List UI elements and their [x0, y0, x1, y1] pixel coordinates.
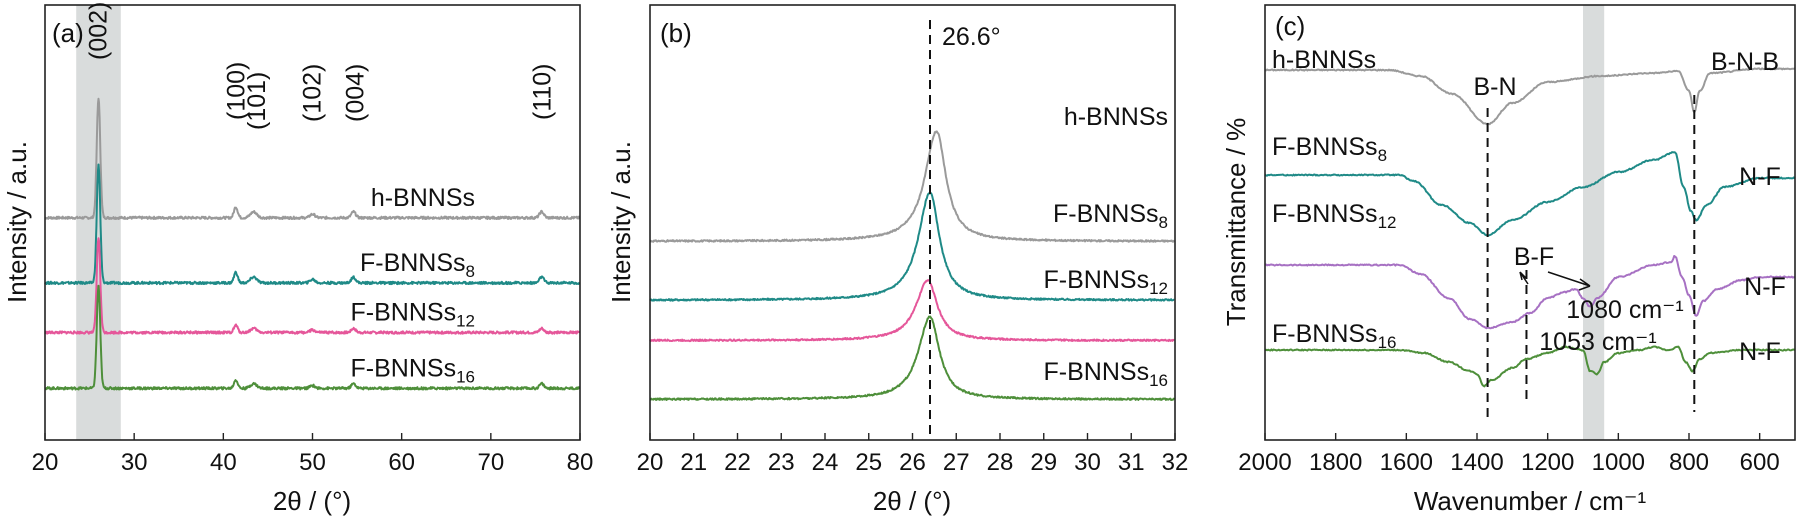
series-label-f-bnnss12: F-BNNSs12 [1272, 200, 1396, 232]
panel-c-traces [1264, 67, 1796, 388]
peak-label: (004) [341, 64, 369, 122]
panel-b-ylabel: Intensity / a.u. [606, 141, 636, 303]
panel-b: 20 21 22 23 24 25 26 27 28 29 30 31 32 h-BNNSs F-BNNS… [606, 4, 1189, 516]
trace-f-bnnss8 [44, 163, 581, 286]
panel-c-xtick-label: 1200 [1521, 449, 1574, 476]
annotation-n-f-1: N-F [1739, 163, 1781, 191]
panel-c-xtick-label: 1600 [1380, 449, 1433, 476]
series-label-h-bnnss: h-BNNSs [1272, 46, 1376, 74]
peak-label: (102) [299, 64, 327, 122]
annotation-b-n-b: B-N-B [1711, 48, 1779, 76]
panel-b-xtick-label: 28 [987, 449, 1014, 476]
annotation-b-f: B-F [1514, 243, 1554, 271]
panel-b-xtick-label: 22 [724, 449, 751, 476]
series-label-f-bnnss12: F-BNNSs12 [1044, 266, 1168, 298]
panel-c-band-lines [1486, 95, 1696, 418]
panel-c: 2000 1800 1600 1400 1200 1000 800 600 h-BNNSs F-… [1221, 4, 1796, 516]
trace-f-bnnss8 [1264, 151, 1796, 237]
panel-c-ylabel: Transmittance / % [1221, 118, 1251, 327]
annotation-n-f-3: N-F [1739, 338, 1781, 366]
series-label-f-bnnss12: F-BNNSs12 [351, 299, 475, 331]
peak-label: (110) [529, 63, 557, 120]
arrow-b-f-1080 [1547, 271, 1591, 291]
series-label-h-bnnss: h-BNNSs [1064, 103, 1168, 131]
panel-b-xtick-label: 25 [855, 449, 882, 476]
panel-b-xtick-label: 29 [1030, 449, 1057, 476]
trace-h-bnnss [1264, 67, 1796, 126]
panel-a-series-labels: h-BNNSs F-BNNSs8 F-BNNSs12 F-BNNSs16 [351, 184, 475, 386]
panel-a-ylabel: Intensity / a.u. [2, 141, 32, 303]
annotation-b-n: B-N [1473, 73, 1516, 101]
panel-b-xtick-label: 21 [680, 449, 707, 476]
panel-a-xtick-label: 30 [121, 449, 148, 476]
panel-c-xtick-label: 2000 [1238, 449, 1291, 476]
panel-b-ticks: 20 21 22 23 24 25 26 27 28 29 30 31 32 [637, 433, 1189, 476]
panel-a-xtick-label: 50 [299, 449, 326, 476]
trace-h-bnnss [44, 97, 581, 220]
series-label-f-bnnss16: F-BNNSs16 [1044, 358, 1168, 390]
panel-b-xtick-label: 27 [943, 449, 970, 476]
peak-label: (002) [85, 2, 113, 60]
series-label-f-bnnss16: F-BNNSs16 [1272, 320, 1396, 352]
panel-a-label: (a) [52, 18, 84, 48]
panel-a: 20 30 40 50 60 70 80 h-BNNSs F-BNNSs8 F-BNNSs12 F… [2, 2, 593, 516]
panel-b-xtick-label: 23 [768, 449, 795, 476]
arrow-b-f-1053 [1519, 271, 1529, 285]
trace-f-bnnss12 [649, 279, 1175, 343]
annotation-n-f-2: N-F [1744, 273, 1786, 301]
panel-b-xtick-label: 31 [1118, 449, 1145, 476]
annotation-1080: 1080 cm⁻¹ [1566, 296, 1683, 324]
trace-f-bnnss8 [649, 191, 1175, 302]
panel-c-xtick-label: 1400 [1450, 449, 1503, 476]
panel-c-xlabel: Wavenumber / cm⁻¹ [1414, 486, 1647, 516]
series-label-h-bnnss: h-BNNSs [371, 184, 475, 212]
panel-b-label: (b) [660, 18, 692, 48]
trace-f-bnnss12 [44, 237, 581, 335]
panel-b-xlabel: 2θ / (°) [873, 486, 951, 516]
panel-b-xtick-label: 24 [812, 449, 839, 476]
panel-c-highlight-band [1583, 5, 1605, 440]
panel-c-ticks: 2000 1800 1600 1400 1200 1000 800 600 [1238, 433, 1780, 476]
panel-a-xtick-label: 80 [567, 449, 594, 476]
panel-c-series-labels: h-BNNSs F-BNNSs8 F-BNNSs12 F-BNNSs16 [1272, 46, 1396, 352]
panel-c-frame [1264, 4, 1796, 441]
panel-a-xtick-label: 60 [388, 449, 415, 476]
series-label-f-bnnss8: F-BNNSs8 [1053, 200, 1168, 232]
panel-a-traces [44, 97, 581, 391]
series-label-f-bnnss8: F-BNNSs8 [360, 249, 475, 281]
panel-c-xtick-label: 1000 [1592, 449, 1645, 476]
panel-c-xtick-label: 600 [1740, 449, 1780, 476]
panel-b-xtick-label: 30 [1074, 449, 1101, 476]
panel-a-xtick-label: 70 [477, 449, 504, 476]
panel-b-traces [649, 130, 1176, 401]
trace-f-bnnss16 [44, 284, 581, 391]
trace-h-bnnss [649, 130, 1175, 243]
trace-f-bnnss16 [649, 315, 1176, 401]
panel-c-xtick-label: 800 [1669, 449, 1709, 476]
trace-f-bnnss16 [1264, 345, 1796, 388]
panel-b-peak-position-label: 26.6° [942, 23, 1001, 51]
annotation-1053: 1053 cm⁻¹ [1539, 328, 1656, 356]
panel-b-xtick-label: 20 [637, 449, 664, 476]
panel-b-xtick-label: 26 [899, 449, 926, 476]
series-label-f-bnnss8: F-BNNSs8 [1272, 133, 1387, 165]
panel-a-xtick-label: 20 [32, 449, 59, 476]
panel-b-series-labels: h-BNNSs F-BNNSs8 F-BNNSs12 F-BNNSs16 [1044, 103, 1168, 390]
series-label-f-bnnss16: F-BNNSs16 [351, 354, 475, 386]
panel-a-peak-labels: (002) (100)(101) (102) (004) (110) [85, 2, 557, 130]
panel-a-ticks: 20 30 40 50 60 70 80 [32, 433, 594, 476]
panel-c-xtick-label: 1800 [1309, 449, 1362, 476]
trace-f-bnnss12 [1264, 255, 1796, 330]
panel-b-xtick-label: 32 [1162, 449, 1189, 476]
panel-c-label: (c) [1275, 11, 1305, 41]
panel-a-highlight-band [76, 5, 121, 440]
peak-label: (100) [223, 62, 251, 120]
panel-a-xtick-label: 40 [210, 449, 237, 476]
peak-label: (101) [243, 72, 271, 130]
panel-a-xlabel: 2θ / (°) [273, 486, 351, 516]
